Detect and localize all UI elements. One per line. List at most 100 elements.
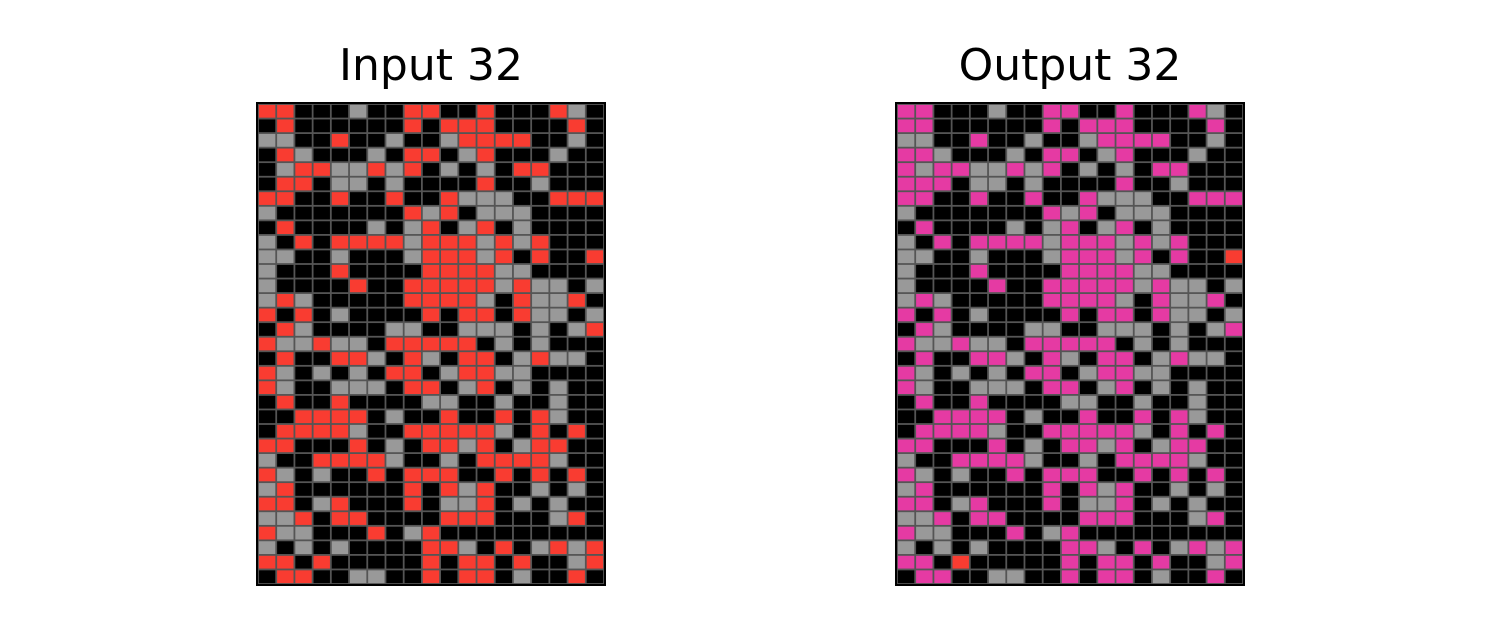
grid-cell	[586, 453, 604, 467]
grid-cell	[1134, 570, 1152, 584]
grid-cell	[1080, 192, 1097, 205]
grid-cell	[404, 555, 421, 569]
grid-cell	[295, 337, 312, 351]
grid-cell	[1025, 366, 1042, 380]
grid-cell	[459, 453, 476, 467]
grid-cell	[1043, 250, 1060, 264]
grid-cell	[258, 337, 276, 351]
grid-cell	[1080, 104, 1097, 118]
grid-cell	[349, 381, 367, 395]
grid-cell	[441, 119, 458, 133]
grid-cell	[1043, 337, 1060, 351]
grid-cell	[970, 497, 988, 511]
grid-cell	[550, 555, 567, 569]
grid-cell	[916, 570, 933, 584]
grid-cell	[532, 483, 549, 496]
grid-cell	[459, 512, 476, 525]
grid-cell	[513, 424, 531, 438]
grid-cell	[952, 483, 969, 496]
grid-cell	[258, 148, 276, 162]
grid-cell	[1043, 192, 1060, 205]
grid-cell	[1207, 424, 1224, 438]
grid-cell	[441, 337, 458, 351]
grid-cell	[404, 133, 421, 147]
grid-cell	[422, 148, 440, 162]
grid-cell	[1043, 541, 1060, 555]
grid-cell	[295, 308, 312, 322]
grid-cell	[568, 541, 585, 555]
grid-cell	[1171, 337, 1188, 351]
grid-cell	[513, 570, 531, 584]
grid-cell	[459, 279, 476, 293]
grid-cell	[1189, 221, 1206, 235]
grid-cell	[550, 148, 567, 162]
grid-cell	[422, 119, 440, 133]
grid-cell	[1189, 512, 1206, 525]
grid-cell	[1207, 221, 1224, 235]
grid-cell	[404, 104, 421, 118]
grid-cell	[1134, 439, 1152, 453]
grid-cell	[1207, 497, 1224, 511]
grid-cell	[550, 410, 567, 424]
grid-cell	[331, 177, 349, 191]
grid-cell	[568, 221, 585, 235]
grid-cell	[258, 352, 276, 365]
grid-cell	[386, 366, 403, 380]
grid-cell	[897, 410, 915, 424]
grid-cell	[441, 555, 458, 569]
grid-cell	[331, 337, 349, 351]
grid-cell	[1189, 192, 1206, 205]
grid-cell	[988, 512, 1006, 525]
grid-cell	[422, 570, 440, 584]
grid-cell	[368, 570, 385, 584]
grid-cell	[277, 221, 294, 235]
grid-cell	[513, 221, 531, 235]
grid-cell	[916, 395, 933, 409]
grid-cell	[1080, 163, 1097, 176]
grid-cell	[459, 308, 476, 322]
grid-cell	[532, 453, 549, 467]
grid-cell	[568, 352, 585, 365]
grid-cell	[277, 468, 294, 482]
grid-cell	[1080, 570, 1097, 584]
grid-cell	[1152, 279, 1170, 293]
grid-cell	[1007, 293, 1024, 307]
grid-cell	[313, 192, 330, 205]
grid-cell	[897, 235, 915, 249]
grid-cell	[1080, 221, 1097, 235]
grid-cell	[513, 119, 531, 133]
grid-cell	[1189, 133, 1206, 147]
grid-cell	[988, 395, 1006, 409]
grid-cell	[277, 453, 294, 467]
grid-cell	[441, 104, 458, 118]
grid-cell	[477, 395, 494, 409]
grid-cell	[459, 104, 476, 118]
grid-cell	[586, 148, 604, 162]
grid-cell	[532, 235, 549, 249]
grid-cell	[1189, 250, 1206, 264]
grid-cell	[1043, 323, 1060, 336]
grid-cell	[1152, 497, 1170, 511]
grid-cell	[1061, 439, 1079, 453]
grid-cell	[1061, 250, 1079, 264]
grid-cell	[495, 483, 513, 496]
grid-cell	[916, 468, 933, 482]
grid-cell	[916, 337, 933, 351]
grid-cell	[1007, 221, 1024, 235]
grid-cell	[513, 468, 531, 482]
grid-cell	[1207, 483, 1224, 496]
grid-cell	[1225, 555, 1243, 569]
grid-cell	[1080, 497, 1097, 511]
grid-cell	[1007, 483, 1024, 496]
grid-cell	[1171, 468, 1188, 482]
grid-cell	[441, 410, 458, 424]
grid-cell	[1152, 293, 1170, 307]
grid-cell	[386, 497, 403, 511]
grid-cell	[988, 439, 1006, 453]
grid-cell	[477, 192, 494, 205]
grid-cell	[459, 468, 476, 482]
grid-cell	[916, 104, 933, 118]
grid-cell	[1225, 512, 1243, 525]
grid-cell	[897, 177, 915, 191]
grid-cell	[295, 104, 312, 118]
